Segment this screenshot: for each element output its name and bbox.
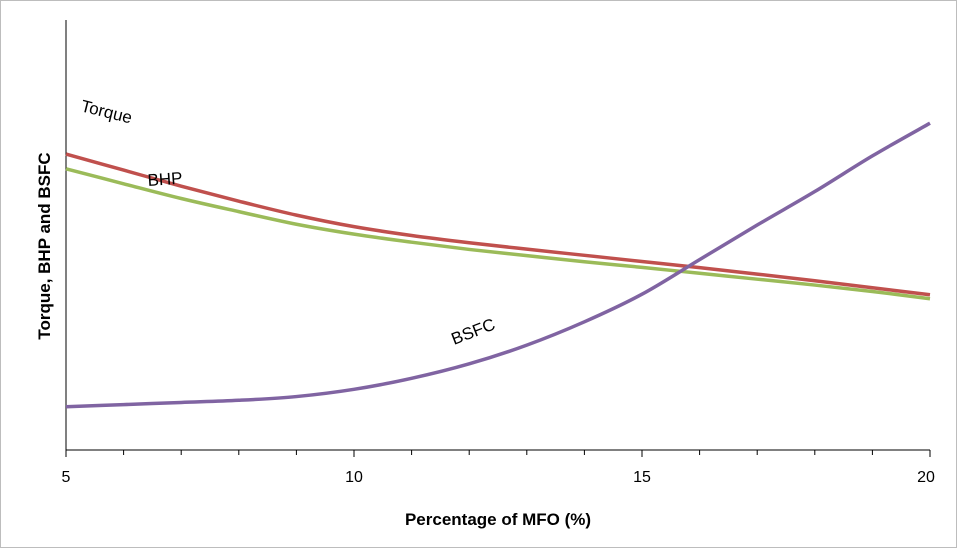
series-lines bbox=[65, 121, 931, 409]
x-axis-title: Percentage of MFO (%) bbox=[405, 510, 591, 529]
series-label-torque: Torque bbox=[79, 96, 134, 127]
series-line-bhp bbox=[65, 167, 931, 301]
series-label-bsfc: BSFC bbox=[449, 315, 498, 349]
y-axis-title: Torque, BHP and BSFC bbox=[35, 152, 54, 339]
series-line-bsfc bbox=[65, 121, 931, 409]
x-tick-label: 10 bbox=[345, 469, 363, 486]
series-label-bhp: BHP bbox=[147, 169, 183, 190]
x-ticks bbox=[65, 450, 931, 457]
axes bbox=[65, 20, 930, 451]
x-tick-labels: 5 10 15 20 bbox=[62, 469, 935, 486]
series-line-torque bbox=[65, 152, 931, 297]
x-tick-label: 15 bbox=[633, 469, 651, 486]
x-tick-label: 5 bbox=[62, 469, 71, 486]
x-tick-label: 20 bbox=[917, 469, 935, 486]
